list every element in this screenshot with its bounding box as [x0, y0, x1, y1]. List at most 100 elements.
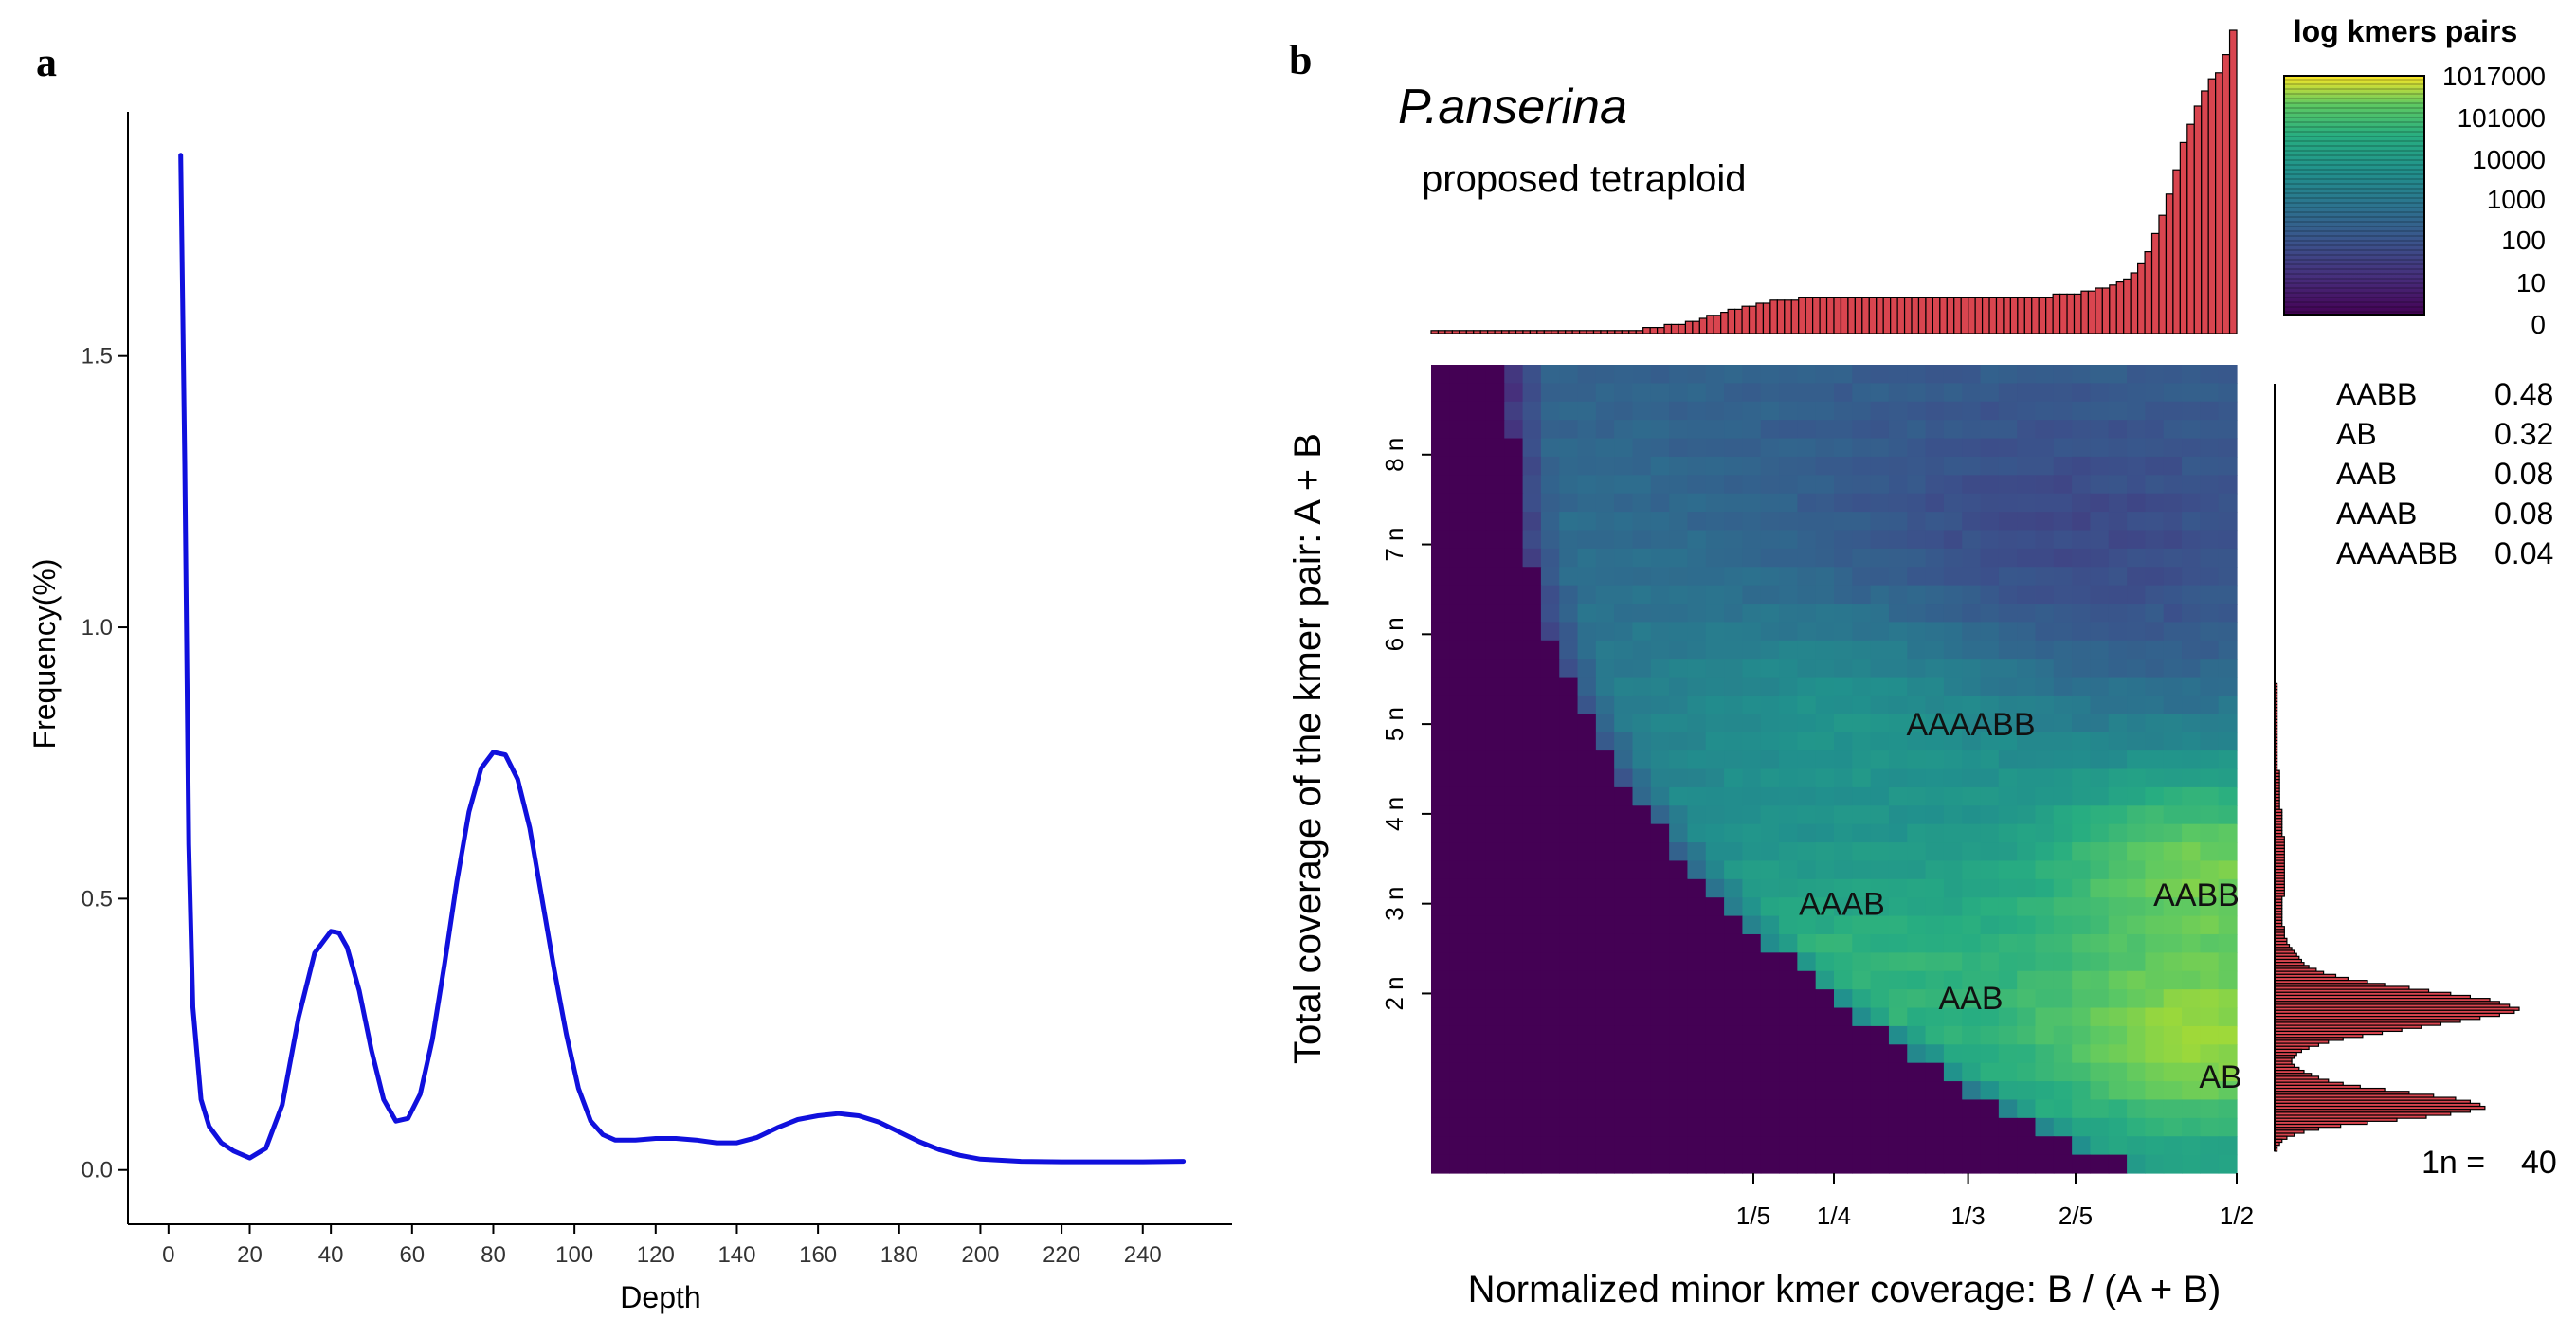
heatmap-cell [1742, 1099, 1762, 1119]
heatmap-cell [1980, 1044, 2000, 1064]
heatmap-cell [1559, 1117, 1579, 1137]
heatmap-cell [2035, 622, 2055, 641]
heatmap-cell [1724, 1025, 1744, 1045]
heatmap-cell [2200, 512, 2220, 532]
heatmap-cell [1834, 1117, 1853, 1137]
heatmap-cell [1687, 714, 1707, 733]
heatmap-cell [1907, 732, 1927, 751]
heatmap-cell [1577, 915, 1597, 935]
heatmap-cell [2163, 695, 2183, 714]
heatmap-cell [1980, 659, 2000, 678]
heatmap-cell [1998, 622, 2018, 641]
heatmap-cell [1431, 915, 1450, 935]
heatmap-cell [2072, 823, 2092, 843]
heatmap-cell [1779, 732, 1798, 751]
heatmap-cell [2218, 823, 2238, 843]
heatmap-cell [1962, 567, 1982, 587]
heatmap-cell [1888, 786, 1908, 806]
top-histogram-bar [2201, 90, 2209, 334]
heatmap-cell [1650, 1081, 1670, 1101]
heatmap-cell [1724, 989, 1744, 1009]
heatmap-cell [1760, 512, 1780, 532]
heatmap-cell [1797, 750, 1817, 770]
heatmap-cell [1925, 585, 1945, 605]
heatmap-cell [1870, 1025, 1890, 1045]
heatmap-cell [2127, 915, 2147, 935]
heatmap-cell [1742, 714, 1762, 733]
heatmap-cell [1577, 530, 1597, 550]
heatmap-cell [2090, 768, 2110, 788]
heatmap-cell [1742, 1025, 1762, 1045]
heatmap-cell [2108, 878, 2128, 898]
heatmap-cell [2017, 695, 2037, 714]
heatmap-cell [1614, 548, 1634, 568]
heatmap-cell [1632, 1136, 1652, 1156]
heatmap-cell [1724, 438, 1744, 458]
heatmap-cell [1540, 1025, 1560, 1045]
heatmap-cell [1467, 456, 1487, 476]
heatmap-cell [2090, 604, 2110, 623]
heatmap-cell [1998, 493, 2018, 513]
heatmap-cell [1614, 915, 1634, 935]
heatmap-cell [1650, 456, 1670, 476]
heatmap-cell [1834, 878, 1853, 898]
heatmap-cell [1559, 823, 1579, 843]
heatmap-cell [2163, 456, 2183, 476]
heatmap-cell [1595, 860, 1615, 880]
heatmap-cell [1595, 622, 1615, 641]
heatmap-cell [1980, 438, 2000, 458]
heatmap-cell [1522, 695, 1542, 714]
heatmap-cell [1504, 805, 1524, 825]
heatmap-cell [1595, 1081, 1615, 1101]
heatmap-cell [1852, 512, 1872, 532]
heatmap-cell [1632, 383, 1652, 403]
heatmap-cell [2218, 548, 2238, 568]
heatmap-cell [2108, 750, 2128, 770]
heatmap-cell [2053, 530, 2073, 550]
heatmap-cell [1907, 456, 1927, 476]
heatmap-cell [2053, 475, 2073, 495]
heatmap-cell [1834, 970, 1853, 990]
heatmap-cell [1614, 365, 1634, 384]
heatmap-cell [2035, 1007, 2055, 1027]
heatmap-cell [2182, 420, 2201, 440]
heatmap-cell [1980, 493, 2000, 513]
heatmap-cell [2035, 915, 2055, 935]
heatmap-cell [2200, 1136, 2220, 1156]
heatmap-cell [1577, 805, 1597, 825]
heatmap-cell [1485, 659, 1505, 678]
heatmap-cell [2072, 933, 2092, 953]
heatmap-cell [2127, 732, 2147, 751]
heatmap-cell [1742, 1044, 1762, 1064]
heatmap-cell [1687, 952, 1707, 972]
n-value: 40 [2521, 1145, 2557, 1181]
heatmap-cell [1724, 915, 1744, 935]
heatmap-cell [1998, 989, 2018, 1009]
heatmap-cell [2072, 970, 2092, 990]
heatmap-cell [1925, 677, 1945, 696]
heatmap-cell [2200, 548, 2220, 568]
heatmap-cell [1925, 1081, 1945, 1101]
top-histogram-bar [2009, 297, 2019, 334]
heatmap-cell [1431, 548, 1450, 568]
heatmap-cell [2145, 622, 2165, 641]
heatmap-cell [1504, 695, 1524, 714]
heatmap-cell [1595, 493, 1615, 513]
heatmap-cell [2108, 1099, 2128, 1119]
heatmap-cell [1925, 933, 1945, 953]
heatmap-cell [1522, 842, 1542, 862]
heatmap-cell [1705, 805, 1725, 825]
heatmap-cell [1687, 970, 1707, 990]
heatmap-cell [1614, 1044, 1634, 1064]
heatmap-cell [1724, 567, 1744, 587]
heatmap-cell [1760, 1062, 1780, 1082]
heatmap-cell [1797, 1081, 1817, 1101]
heatmap-cell [1449, 1117, 1469, 1137]
heatmap-cell [1980, 1081, 2000, 1101]
heatmap-cell [1834, 548, 1853, 568]
heatmap-cell [1724, 970, 1744, 990]
heatmap-cell [1431, 1117, 1450, 1137]
heatmap-cell [1724, 622, 1744, 641]
heatmap-cell [1925, 860, 1945, 880]
heatmap-cell [1870, 365, 1890, 384]
